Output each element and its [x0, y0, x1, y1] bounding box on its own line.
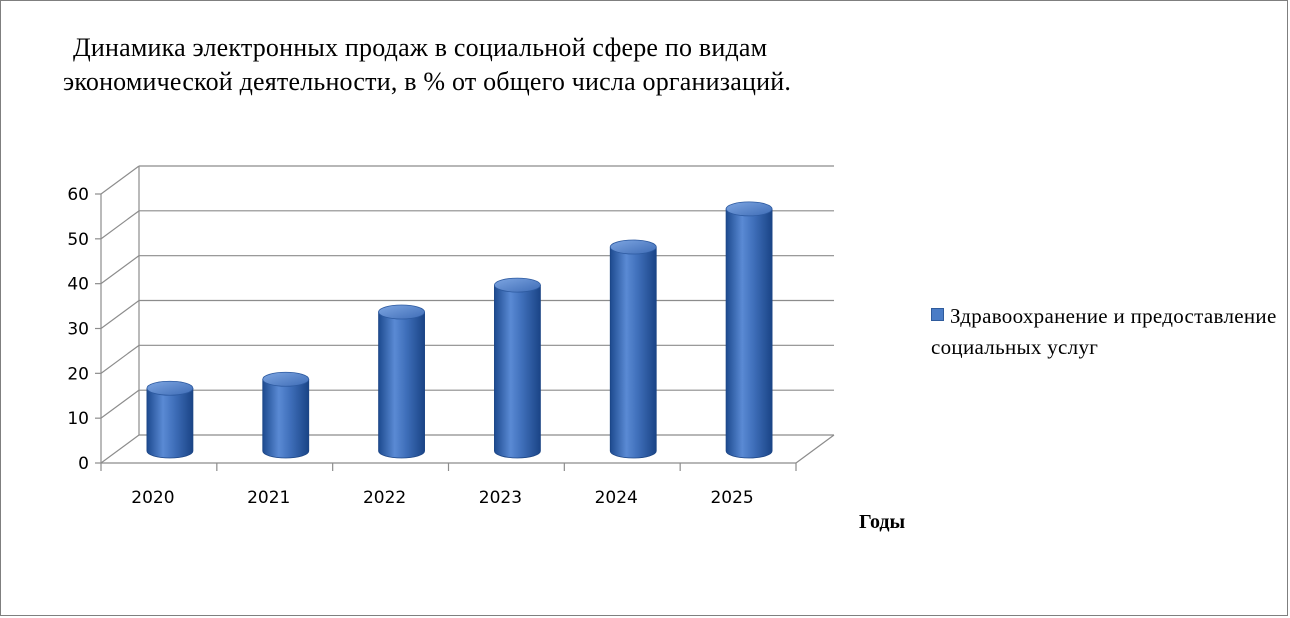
bar-cap — [609, 239, 657, 255]
chart-title: Динамика электронных продаж в социальной… — [63, 31, 963, 99]
x-tick-label: 2023 — [479, 488, 522, 508]
x-axis-title: Годы — [859, 511, 906, 533]
bar-body — [494, 284, 541, 459]
x-tick-label: 2021 — [247, 488, 290, 508]
x-tick-label: 2022 — [363, 488, 406, 508]
bar-2022 — [378, 304, 425, 459]
bars-layer — [146, 201, 773, 459]
bar-2021 — [262, 371, 310, 459]
gridline-side-30 — [100, 300, 140, 329]
gridline-side-40 — [100, 255, 140, 285]
y-tick-label: 40 — [67, 275, 89, 295]
bar-cap — [262, 371, 310, 387]
x-tick-label: 2024 — [595, 488, 638, 508]
gridline-side-0 — [100, 434, 140, 464]
bar-body — [725, 208, 773, 459]
bar-2023 — [494, 277, 541, 459]
y-tick-label: 50 — [67, 230, 89, 250]
bar-body — [146, 387, 194, 459]
y-tick-label: 10 — [67, 409, 89, 429]
y-tick-label: 60 — [67, 185, 89, 205]
chart-title-line-1: Динамика электронных продаж в социальной… — [73, 33, 768, 62]
y-tick-label: 20 — [67, 364, 89, 384]
legend-entry-label: Здравоохранение и предоставление социаль… — [931, 304, 1277, 359]
axis-layer — [95, 193, 835, 471]
grid-layer — [100, 165, 834, 464]
bar-2024 — [609, 239, 657, 459]
bar-cap — [725, 201, 773, 217]
gridline-side-50 — [100, 210, 140, 240]
bar-cap — [378, 304, 425, 320]
y-tick-label: 30 — [67, 320, 89, 340]
gridline-side-20 — [100, 344, 140, 374]
x-tick-label: 2020 — [131, 488, 174, 508]
bar-2020 — [146, 380, 194, 459]
x-tick-label: 2025 — [710, 488, 753, 508]
bar-2025 — [725, 201, 773, 459]
bar-body — [609, 246, 657, 459]
bar-cap — [494, 277, 541, 293]
floor-right-edge — [795, 434, 835, 464]
gridline-side-10 — [100, 389, 140, 419]
gridline-side-60 — [100, 165, 140, 195]
ticks-layer: 0 10 20 30 40 50 60 2020 2021 2022 2023 2024 2025 — [67, 185, 753, 508]
legend: Здравоохранение и предоставление социаль… — [931, 301, 1281, 363]
chart-title-line-2: экономической деятельности, в % от общег… — [63, 67, 792, 96]
bar-body — [378, 311, 425, 459]
y-tick-label: 0 — [78, 454, 89, 474]
legend-swatch — [931, 308, 944, 321]
bar-cap — [146, 380, 194, 396]
bar-body — [262, 378, 310, 459]
